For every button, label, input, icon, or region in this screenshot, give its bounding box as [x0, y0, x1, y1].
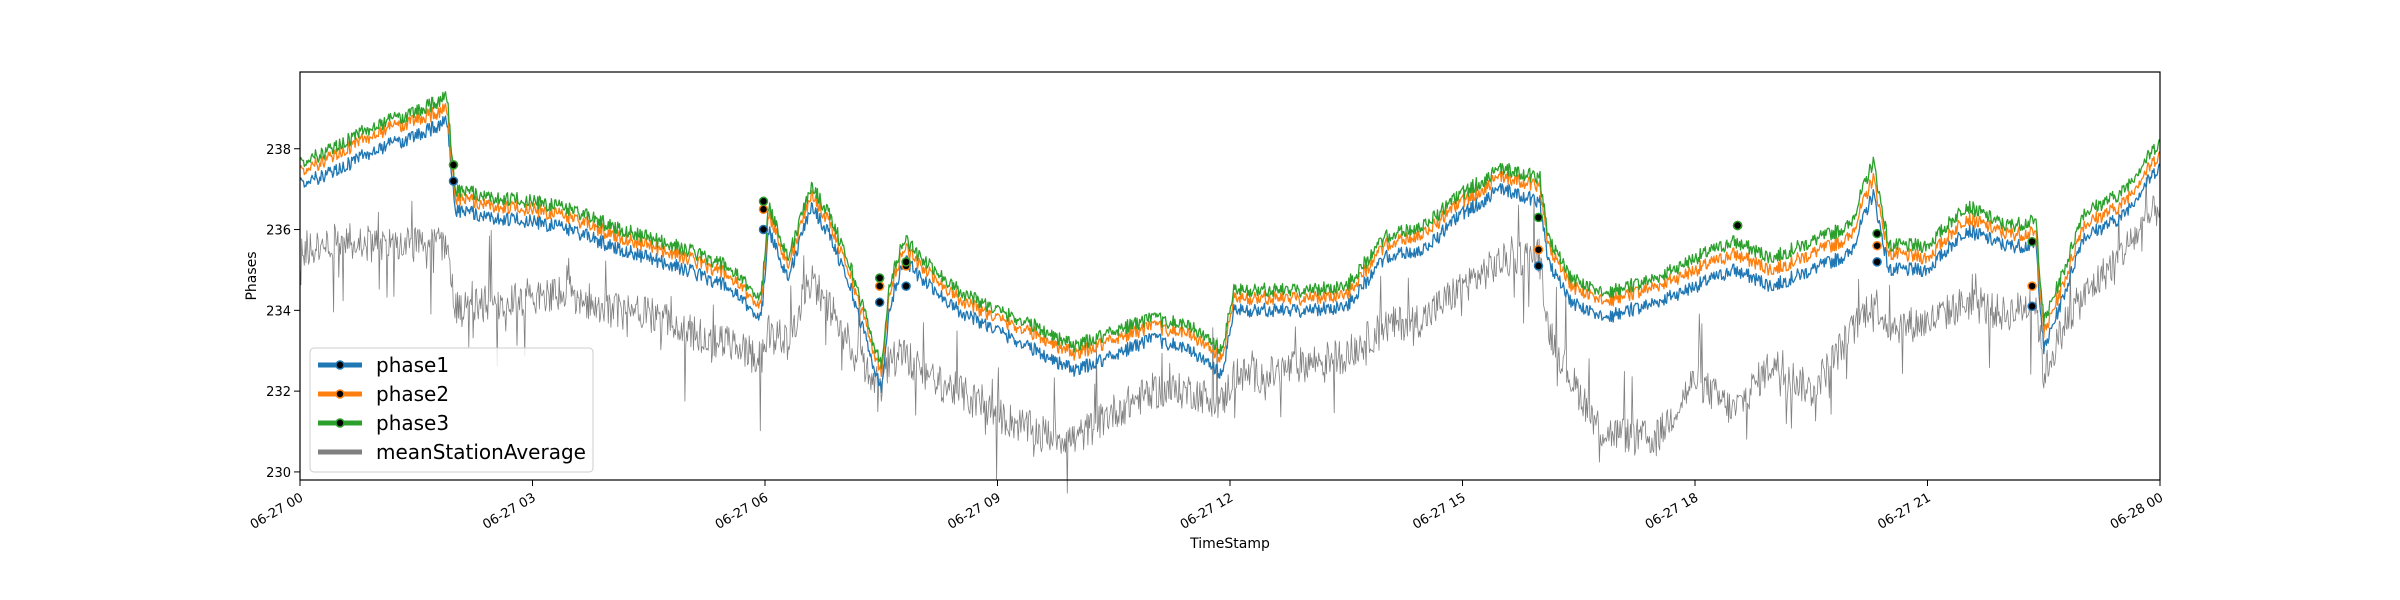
y-axis-title: Phases	[244, 251, 260, 300]
legend-label-phase2: phase2	[376, 382, 449, 406]
legend-marker-phase2	[335, 389, 345, 399]
marker-phase3	[874, 273, 885, 283]
marker-phase3	[2027, 236, 2037, 247]
marker-phase3	[758, 196, 769, 207]
y-tick-label: 234	[266, 304, 291, 319]
marker-phase1	[874, 297, 885, 308]
series-line-phase2	[299, 103, 2161, 378]
marker-layer	[448, 160, 2037, 312]
marker-phase3	[1533, 212, 1544, 223]
legend-label-meanStationAverage: meanStationAverage	[376, 440, 586, 464]
marker-phase2	[758, 204, 769, 215]
x-axis-title: TimeStamp	[1189, 536, 1270, 552]
marker-phase2	[1872, 240, 1882, 251]
marker-phase1	[1533, 261, 1544, 271]
marker-phase2	[874, 281, 885, 291]
legend-marker-phase1	[335, 360, 345, 370]
legend-frame	[309, 347, 594, 473]
series-layer	[299, 91, 2161, 494]
marker-phase3	[448, 160, 459, 170]
legend: phase1 phase2 phase3 meanStationAverage	[309, 347, 594, 473]
legend-label-phase1: phase1	[376, 353, 449, 377]
marker-phase1	[448, 176, 459, 186]
y-tick-label: 238	[266, 143, 291, 158]
marker-phase3	[901, 257, 911, 267]
legend-label-phase3: phase3	[376, 411, 449, 435]
legend-marker-phase3	[335, 418, 345, 428]
marker-phase3	[1872, 228, 1882, 239]
y-axis: 230 232 234 236 238	[266, 143, 300, 481]
y-tick-label: 236	[266, 224, 291, 239]
y-tick-label: 230	[266, 466, 291, 481]
marker-phase1	[1872, 257, 1882, 267]
y-tick-label: 232	[266, 385, 291, 400]
marker-phase1	[2027, 301, 2037, 312]
marker-phase2	[2027, 281, 2037, 291]
marker-phase2	[1533, 244, 1544, 255]
marker-phase3	[1732, 220, 1743, 231]
marker-phase1	[901, 281, 911, 291]
marker-phase1	[758, 224, 769, 235]
series-line-phase3	[299, 91, 2161, 369]
series-line-meanStationAverage	[299, 176, 2161, 494]
series-line-phase1	[299, 115, 2161, 394]
